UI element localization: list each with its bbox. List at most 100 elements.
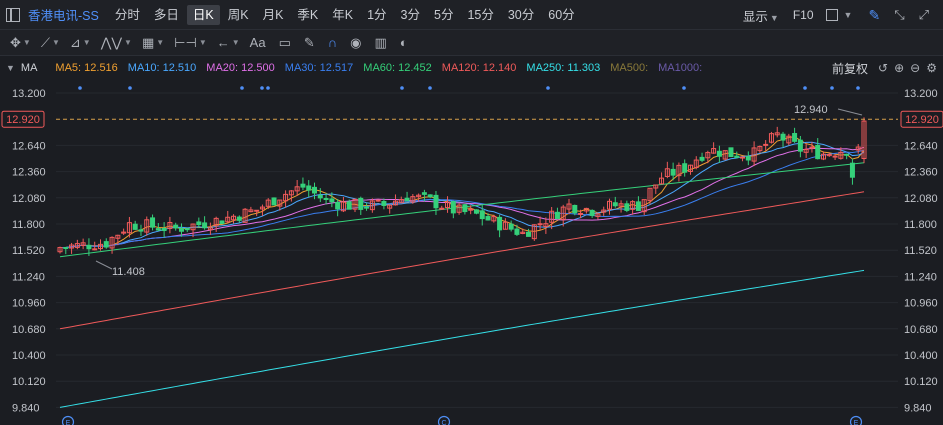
- settings-icon[interactable]: ⚙: [926, 61, 937, 75]
- period-tab-11[interactable]: 30分: [507, 7, 535, 22]
- ma-label[interactable]: MA: [20, 62, 38, 74]
- period-tab-5[interactable]: 季K: [297, 7, 319, 22]
- layout-square-icon[interactable]: [825, 9, 838, 21]
- event-dot[interactable]: [400, 86, 404, 90]
- chevron-down-icon[interactable]: ▼: [22, 38, 31, 47]
- channel-icon[interactable]: ⊿ ▼: [69, 34, 91, 50]
- event-dot[interactable]: [428, 86, 432, 90]
- legend-controls: 前复权 ↺ ⊕ ⊖ ⚙: [832, 57, 943, 79]
- candle-body: [849, 162, 855, 178]
- candle-body: [659, 177, 665, 185]
- pen-icon[interactable]: ✎: [868, 6, 881, 23]
- price-adjust-button[interactable]: 前复权: [832, 61, 869, 76]
- note-icon[interactable]: ▭: [278, 34, 291, 50]
- candle-body: [271, 197, 277, 206]
- period-tab-1[interactable]: 多日: [153, 7, 179, 22]
- undo-icon[interactable]: ↺: [878, 61, 889, 75]
- chevron-down-icon[interactable]: ▼: [156, 38, 165, 47]
- candle-body: [780, 133, 786, 141]
- ma-legend-item: MA250: 11.303: [526, 62, 601, 74]
- magnet-icon[interactable]: ∩: [327, 35, 338, 50]
- candle-body: [740, 156, 746, 159]
- chevron-down-icon[interactable]: ▼: [51, 38, 60, 47]
- eye-icon[interactable]: ◉: [350, 34, 362, 50]
- candle-body: [606, 200, 612, 210]
- fib-icon[interactable]: ▦ ▼: [141, 34, 165, 50]
- event-dot[interactable]: [803, 86, 807, 90]
- candle-body: [231, 215, 237, 221]
- collapse-triangle-icon[interactable]: ▼: [6, 63, 15, 73]
- period-tab-2[interactable]: 日K: [186, 4, 220, 25]
- period-tab-3[interactable]: 周K: [227, 7, 249, 22]
- candle-body: [716, 150, 722, 157]
- y-tick-label: 11.520: [12, 245, 45, 257]
- candle-body: [364, 206, 370, 209]
- y-tick-label: 11.520: [904, 245, 937, 257]
- event-dot[interactable]: [128, 86, 132, 90]
- candle-body: [618, 203, 624, 207]
- ma-items: MA5: 12.516 MA10: 12.510 MA20: 12.500 MA30:…: [55, 62, 712, 74]
- y-tick-label: 13.200: [904, 88, 938, 100]
- range-icon[interactable]: ⊢⊣ ▼: [174, 34, 207, 50]
- kline-chart[interactable]: 12.920 12.920 12.940 11.408 E C E 13.200 12.640…: [0, 79, 943, 425]
- line-icon[interactable]: ⟋ ▼: [40, 34, 60, 50]
- crosshair-icon[interactable]: ✥ ▼: [10, 34, 31, 50]
- expand-icon[interactable]: ⤢: [918, 7, 929, 22]
- f10-button[interactable]: F10: [792, 8, 814, 22]
- event-dot[interactable]: [682, 86, 686, 90]
- collapse-icon[interactable]: ⤡: [894, 7, 905, 22]
- arrow-icon[interactable]: ← ▼: [216, 35, 240, 50]
- candle-body: [491, 216, 497, 222]
- candle-body: [202, 222, 208, 229]
- period-tab-7[interactable]: 1分: [367, 7, 387, 22]
- zoom-out-icon[interactable]: ⊖: [910, 61, 921, 75]
- event-dot[interactable]: [266, 86, 270, 90]
- window-icon[interactable]: [6, 7, 20, 22]
- period-tab-10[interactable]: 15分: [467, 7, 494, 22]
- drawing-toolbar: ✥ ▼ ⟋ ▼ ⊿ ▼ ⋀⋁ ▼ ▦ ▼ ⊢⊣ ▼ ← ▼ Aa ▭ ✎ ∩ ◉ ▥ ◐: [0, 30, 943, 56]
- event-marker-icon[interactable]: [437, 415, 451, 425]
- y-tick-label: 12.360: [12, 167, 46, 179]
- wave-icon[interactable]: ⋀⋁ ▼: [100, 34, 132, 50]
- candle-body: [711, 148, 717, 154]
- candle-body: [213, 217, 219, 227]
- chevron-down-icon[interactable]: ▼: [124, 38, 132, 47]
- candle-body: [439, 207, 445, 210]
- event-dot[interactable]: [546, 86, 550, 90]
- candle-body: [641, 199, 647, 213]
- period-tab-9[interactable]: 5分: [434, 7, 454, 22]
- event-dot[interactable]: [830, 86, 834, 90]
- period-tab-12[interactable]: 60分: [548, 7, 575, 22]
- period-tab-0[interactable]: 分时: [114, 7, 140, 22]
- candle-body: [450, 201, 456, 214]
- candle-body: [774, 132, 780, 136]
- event-dot[interactable]: [240, 86, 244, 90]
- stock-name[interactable]: 香港电讯-SS: [28, 9, 99, 23]
- trash-icon[interactable]: ▥: [374, 34, 387, 50]
- zoom-in-icon[interactable]: ⊕: [894, 61, 905, 75]
- candle-body: [560, 206, 566, 220]
- candle-body: [277, 199, 283, 207]
- event-marker-icon[interactable]: [61, 415, 75, 425]
- chevron-down-icon[interactable]: ▼: [231, 38, 240, 47]
- event-dot[interactable]: [78, 86, 82, 90]
- y-tick-label: 12.080: [904, 193, 938, 205]
- display-menu-button[interactable]: 显示 ▼: [742, 9, 779, 24]
- lock-icon[interactable]: ◐: [399, 35, 408, 50]
- event-marker-label: E: [66, 420, 71, 425]
- candle-body: [312, 186, 318, 194]
- text-icon[interactable]: Aa: [249, 35, 266, 50]
- event-marker-icon[interactable]: [849, 415, 863, 425]
- layout-chevron-icon[interactable]: ▼: [843, 10, 853, 20]
- candle-body: [589, 209, 595, 216]
- chevron-down-icon[interactable]: ▼: [198, 38, 207, 47]
- eraser-icon[interactable]: ✎: [303, 34, 315, 50]
- chevron-down-icon[interactable]: ▼: [82, 38, 91, 47]
- period-tab-8[interactable]: 3分: [400, 7, 420, 22]
- event-dot[interactable]: [260, 86, 264, 90]
- current-price-tag-left: [1, 110, 45, 128]
- period-tab-4[interactable]: 月K: [262, 7, 284, 22]
- candle-body: [138, 229, 144, 232]
- period-tab-6[interactable]: 年K: [332, 7, 354, 22]
- event-dot[interactable]: [856, 86, 860, 90]
